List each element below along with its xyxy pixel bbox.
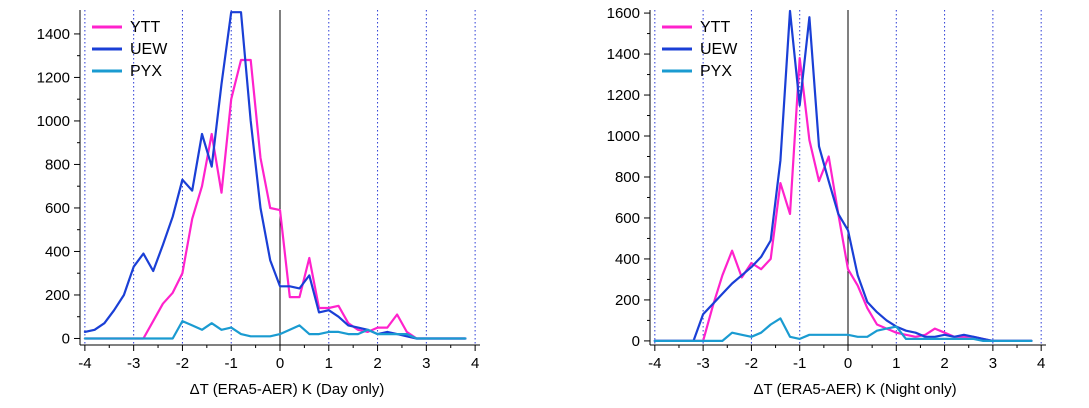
x-tick-label: 4 <box>1037 355 1045 372</box>
y-tick-label: 0 <box>632 333 640 350</box>
series-line-ytt <box>653 56 1033 342</box>
x-tick-label: 1 <box>325 355 333 372</box>
x-tick-label: 2 <box>940 355 948 372</box>
legend-label-uew: UEW <box>130 41 168 58</box>
x-tick-label: 0 <box>276 355 284 372</box>
x-axis-title: ΔT (ERA5-AER) K (Day only) <box>190 381 385 398</box>
x-tick-label: 1 <box>892 355 900 372</box>
x-tick-label: 2 <box>373 355 381 372</box>
y-tick-label: 400 <box>615 251 640 268</box>
legend-label-pyx: PYX <box>700 63 732 80</box>
x-tick-label: -4 <box>648 355 661 372</box>
x-tick-label: -3 <box>696 355 709 372</box>
y-tick-label: 200 <box>45 287 70 304</box>
y-tick-label: 1000 <box>37 113 70 130</box>
y-tick-label: 200 <box>615 292 640 309</box>
x-tick-label: -4 <box>78 355 91 372</box>
y-tick-label: 800 <box>615 169 640 186</box>
legend: YTT UEW PYX <box>92 19 168 80</box>
series-line-pyx <box>83 320 467 340</box>
chart-panel-1: 0 200 400 600 800 1000 1200 1400 -4 -3 -2 -1 0 1 2 3 4 ΔT… <box>37 10 480 398</box>
series-line-uew <box>653 9 1033 342</box>
legend-label-ytt: YTT <box>700 19 730 36</box>
y-tick-label: 1400 <box>37 26 70 43</box>
x-tick-label: 4 <box>471 355 479 372</box>
y-tick-label: 1200 <box>37 69 70 86</box>
x-tick-label: 0 <box>844 355 852 372</box>
x-axis-title: ΔT (ERA5-AER) K (Night only) <box>753 381 956 398</box>
x-tick-label: -2 <box>176 355 189 372</box>
y-tick-label: 400 <box>45 243 70 260</box>
series-line-pyx <box>653 317 1033 342</box>
y-tick-label: 0 <box>62 330 70 347</box>
x-tick-label: 3 <box>989 355 997 372</box>
x-tick-label: -3 <box>127 355 140 372</box>
series-line-ytt <box>83 58 467 340</box>
legend-label-pyx: PYX <box>130 63 162 80</box>
y-tick-label: 600 <box>615 210 640 227</box>
legend-label-uew: UEW <box>700 41 738 58</box>
legend: YTT UEW PYX <box>662 19 738 80</box>
x-tick-label: 3 <box>422 355 430 372</box>
x-tick-label: -1 <box>225 355 238 372</box>
y-tick-label: 1400 <box>607 46 640 63</box>
y-tick-label: 1000 <box>607 128 640 145</box>
y-tick-label: 800 <box>45 156 70 173</box>
series-line-uew <box>83 11 467 340</box>
y-tick-label: 1600 <box>607 5 640 22</box>
x-tick-label: -2 <box>745 355 758 372</box>
y-tick-label: 1200 <box>607 87 640 104</box>
x-tick-label: -1 <box>793 355 806 372</box>
y-tick-label: 600 <box>45 200 70 217</box>
legend-label-ytt: YTT <box>130 19 160 36</box>
chart-panel-2: 0 200 400 600 800 1000 1200 1400 1600 -4 -3 -2 -1 0 1 2… <box>607 5 1046 398</box>
